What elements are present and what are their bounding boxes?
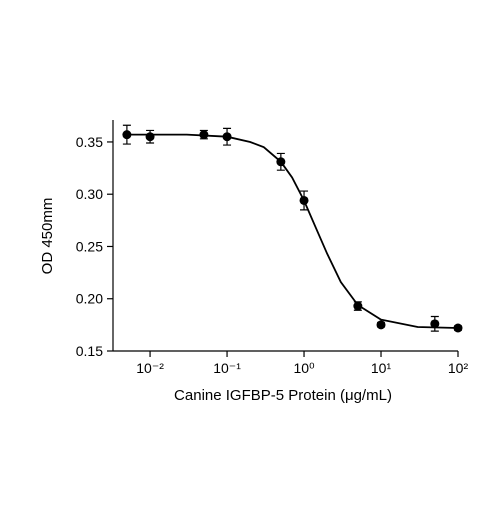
x-tick-label: 10² <box>448 360 469 376</box>
fit-curve <box>126 133 459 329</box>
data-point <box>276 157 286 167</box>
data-point <box>430 319 440 329</box>
y-tick-label: 0.15 <box>76 343 103 359</box>
y-tick-label: 0.20 <box>76 291 103 307</box>
data-point <box>353 301 363 311</box>
x-axis-label: Canine IGFBP-5 Protein (μg/mL) <box>174 387 392 404</box>
data-point <box>122 130 132 140</box>
x-tick-label: 10⁻¹ <box>213 360 241 376</box>
x-tick-label: 10⁰ <box>293 360 315 376</box>
data-point <box>299 195 309 205</box>
y-axis-label: OD 450mm <box>39 198 56 275</box>
data-point <box>376 320 386 330</box>
y-tick-label: 0.30 <box>76 186 103 202</box>
y-tick-label: 0.25 <box>76 238 103 254</box>
data-point <box>453 323 463 333</box>
data-point <box>222 132 232 142</box>
data-point <box>199 130 209 140</box>
y-tick-label: 0.35 <box>76 134 103 150</box>
x-tick-label: 10⁻² <box>136 360 164 376</box>
data-point <box>145 132 155 142</box>
x-tick-label: 10¹ <box>371 360 392 376</box>
